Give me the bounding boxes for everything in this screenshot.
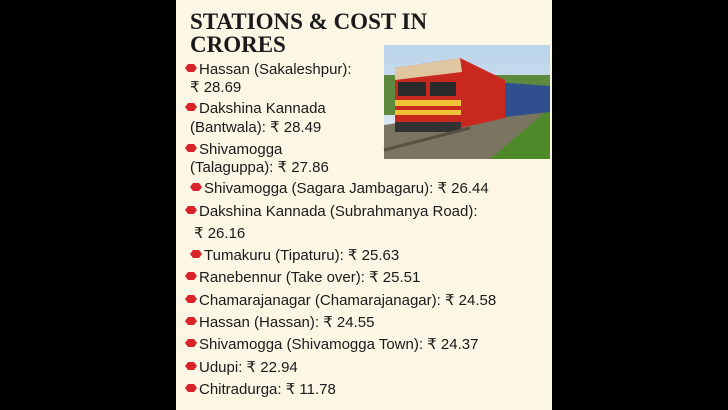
item-line: (Bantwala): ₹ 28.49 [190, 119, 321, 136]
bullet [185, 144, 197, 152]
bullet [185, 206, 197, 214]
item-line: Udupi: ₹ 22.94 [199, 359, 298, 376]
item-line: ₹ 28.69 [190, 79, 241, 96]
title-line: CRORES [190, 32, 286, 57]
bullet [185, 339, 197, 347]
bullet [190, 183, 202, 191]
item-line: Chamarajanagar (Chamarajanagar): ₹ 24.58 [199, 292, 496, 309]
bullet [190, 250, 202, 258]
station-list: Hassan (Sakaleshpur):₹ 28.69 Dakshina Kan… [185, 61, 496, 398]
item-line: Shivamogga (Shivamogga Town): ₹ 24.37 [199, 336, 478, 353]
bullet [185, 103, 197, 111]
item-line: Tumakuru (Tipaturu): ₹ 25.63 [204, 247, 399, 264]
bullet [185, 384, 197, 392]
bullet [185, 317, 197, 325]
bullet [185, 64, 197, 72]
item-line: Chitradurga: ₹ 11.78 [199, 381, 336, 398]
bullet [185, 362, 197, 370]
item-line: Dakshina Kannada (Subrahmanya Road): [199, 203, 478, 220]
item-line: Shivamogga (Sagara Jambagaru): ₹ 26.44 [204, 180, 489, 197]
item-line: (Talaguppa): ₹ 27.86 [190, 159, 329, 176]
item-line: Hassan (Hassan): ₹ 24.55 [199, 314, 374, 331]
item-line: ₹ 26.16 [194, 225, 245, 242]
item-line: Ranebennur (Take over): ₹ 25.51 [199, 269, 420, 286]
item-line: Shivamogga [199, 141, 283, 158]
title-line: STATIONS & COST IN [190, 9, 427, 34]
bullet [185, 272, 197, 280]
train-photo [383, 45, 550, 159]
bullet [185, 295, 197, 303]
item-line: Dakshina Kannada [199, 100, 326, 117]
item-line: Hassan (Sakaleshpur): [199, 61, 352, 78]
